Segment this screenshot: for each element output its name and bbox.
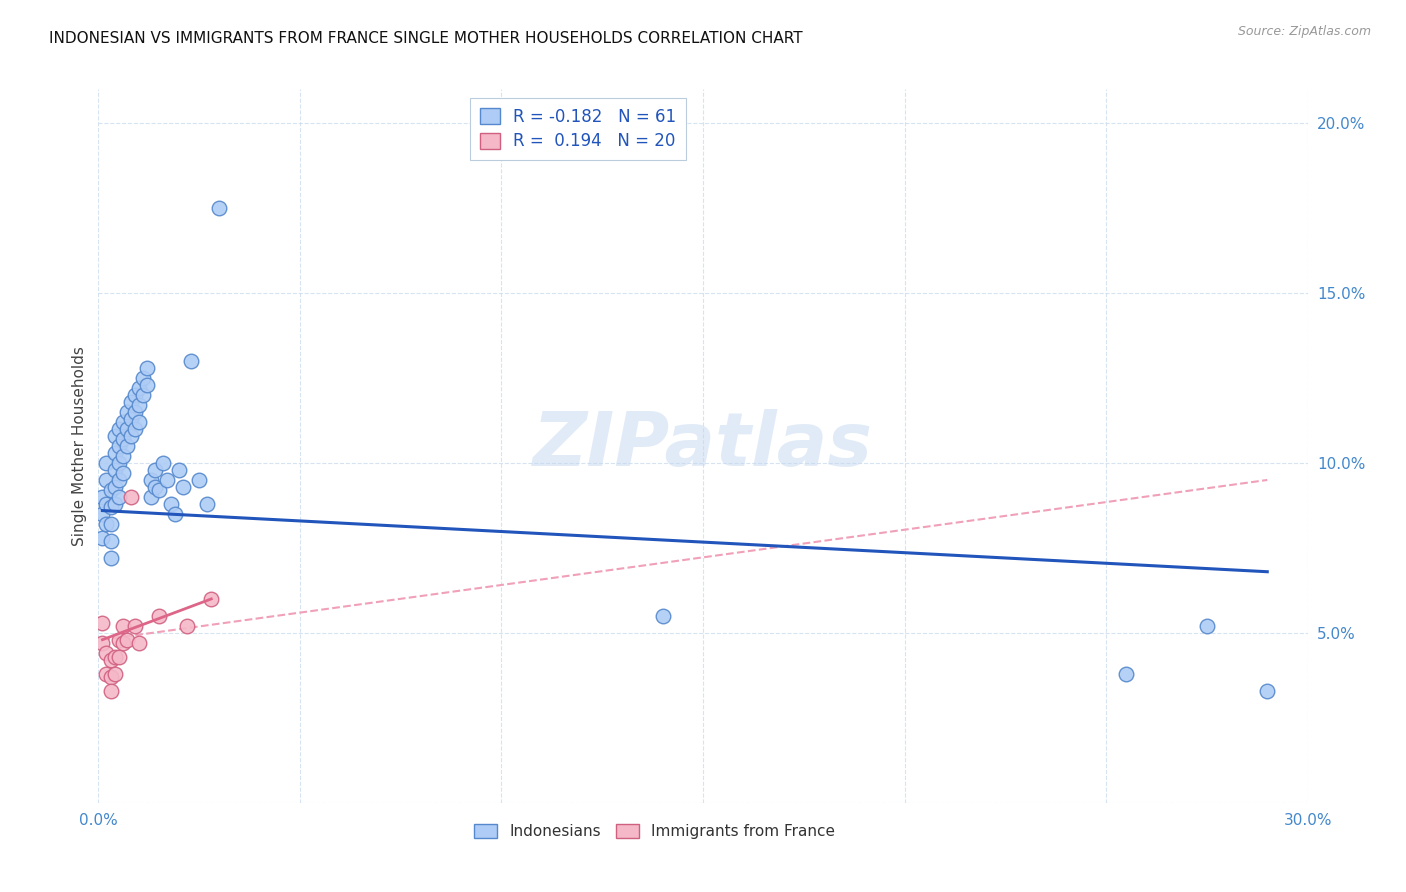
Point	[115, 405, 138, 419]
Point	[1256, 683, 1278, 698]
Point	[1195, 619, 1218, 633]
Text: Source: ZipAtlas.com: Source: ZipAtlas.com	[1237, 25, 1371, 38]
Point	[111, 466, 134, 480]
Point	[132, 388, 155, 402]
Point	[120, 412, 142, 426]
Point	[96, 473, 118, 487]
Point	[91, 507, 114, 521]
Point	[96, 666, 118, 681]
Point	[100, 653, 122, 667]
Point	[195, 497, 218, 511]
Point	[111, 415, 134, 429]
Point	[135, 360, 157, 375]
Point	[103, 463, 125, 477]
Point	[135, 377, 157, 392]
Point	[96, 497, 118, 511]
Point	[148, 608, 170, 623]
Point	[100, 483, 122, 498]
Point	[167, 463, 190, 477]
Point	[156, 473, 179, 487]
Point	[115, 439, 138, 453]
Point	[103, 649, 125, 664]
Point	[96, 456, 118, 470]
Point	[152, 456, 174, 470]
Point	[100, 517, 122, 532]
Point	[128, 381, 150, 395]
Point	[91, 615, 114, 630]
Point	[120, 429, 142, 443]
Point	[111, 432, 134, 446]
Point	[107, 632, 129, 647]
Point	[111, 636, 134, 650]
Point	[96, 646, 118, 660]
Point	[111, 449, 134, 463]
Point	[208, 201, 231, 215]
Point	[107, 422, 129, 436]
Point	[128, 415, 150, 429]
Point	[91, 490, 114, 504]
Point	[100, 551, 122, 566]
Point	[120, 490, 142, 504]
Point	[1115, 666, 1137, 681]
Point	[148, 483, 170, 498]
Point	[139, 490, 162, 504]
Point	[124, 619, 146, 633]
Point	[132, 371, 155, 385]
Legend: Indonesians, Immigrants from France: Indonesians, Immigrants from France	[468, 818, 841, 845]
Point	[651, 608, 673, 623]
Point	[100, 683, 122, 698]
Point	[103, 666, 125, 681]
Point	[107, 473, 129, 487]
Point	[124, 422, 146, 436]
Point	[188, 473, 211, 487]
Point	[111, 619, 134, 633]
Point	[96, 517, 118, 532]
Point	[128, 636, 150, 650]
Point	[172, 480, 194, 494]
Text: ZIPatlas: ZIPatlas	[533, 409, 873, 483]
Point	[124, 405, 146, 419]
Point	[107, 456, 129, 470]
Point	[107, 439, 129, 453]
Point	[143, 480, 166, 494]
Point	[139, 473, 162, 487]
Point	[100, 670, 122, 684]
Point	[91, 636, 114, 650]
Point	[100, 534, 122, 549]
Point	[91, 531, 114, 545]
Point	[107, 649, 129, 664]
Point	[103, 446, 125, 460]
Point	[143, 463, 166, 477]
Point	[163, 507, 186, 521]
Point	[115, 632, 138, 647]
Point	[120, 394, 142, 409]
Point	[103, 480, 125, 494]
Point	[200, 591, 222, 606]
Point	[128, 398, 150, 412]
Point	[115, 422, 138, 436]
Point	[100, 500, 122, 515]
Point	[176, 619, 198, 633]
Point	[103, 429, 125, 443]
Y-axis label: Single Mother Households: Single Mother Households	[72, 346, 87, 546]
Point	[103, 497, 125, 511]
Point	[124, 388, 146, 402]
Point	[107, 490, 129, 504]
Text: INDONESIAN VS IMMIGRANTS FROM FRANCE SINGLE MOTHER HOUSEHOLDS CORRELATION CHART: INDONESIAN VS IMMIGRANTS FROM FRANCE SIN…	[49, 31, 803, 46]
Point	[180, 354, 202, 368]
Point	[160, 497, 183, 511]
